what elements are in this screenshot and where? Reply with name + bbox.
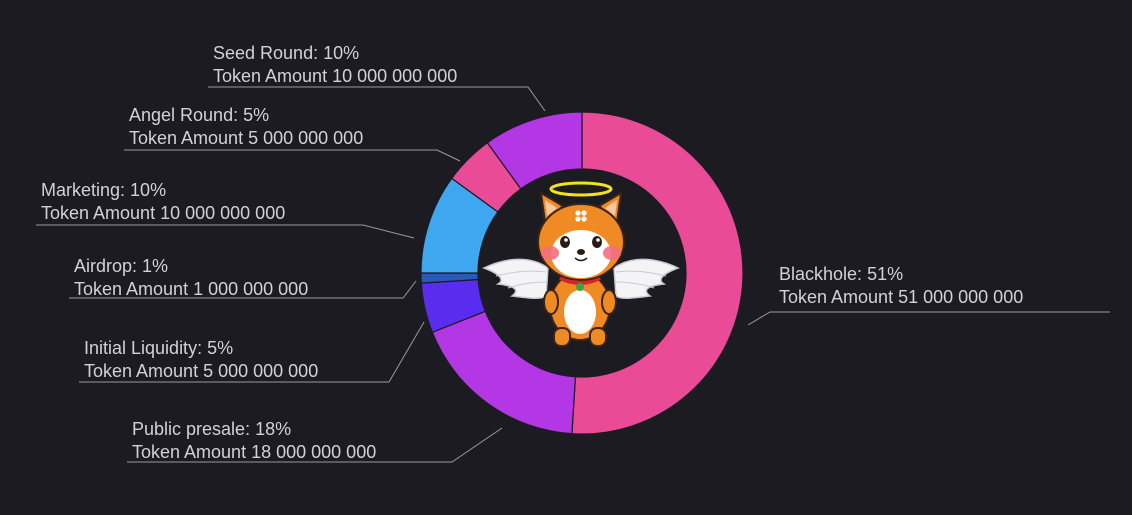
slice-title: Angel Round: 5%: [129, 105, 270, 125]
amount-label: Token Amount: [84, 361, 199, 381]
amount-value: 18 000 000 000: [251, 442, 377, 462]
slice-percent: 10%: [130, 180, 167, 200]
slice-title: Initial Liquidity: 5%: [84, 338, 234, 358]
callout-line-public-presale: [127, 427, 503, 463]
slice-amount: Token Amount 51 000 000 000: [779, 286, 1023, 309]
slice-percent: 5%: [207, 338, 234, 358]
angel-shiba-mascot-icon: [482, 181, 680, 347]
amount-label: Token Amount: [779, 287, 894, 307]
amount-label: Token Amount: [213, 66, 328, 86]
amount-label: Token Amount: [132, 442, 247, 462]
slice-name: Marketing: [41, 180, 121, 200]
slice-amount: Token Amount 10 000 000 000: [41, 202, 285, 225]
slice-name: Blackhole: [779, 264, 858, 284]
slice-amount: Token Amount 5 000 000 000: [84, 360, 318, 383]
slice-name: Angel Round: [129, 105, 234, 125]
slice-amount: Token Amount 18 000 000 000: [132, 441, 376, 464]
amount-label: Token Amount: [41, 203, 156, 223]
amount-value: 1 000 000 000: [193, 279, 309, 299]
callout-line-seed-round: [208, 86, 546, 112]
slice-title: Seed Round: 10%: [213, 43, 360, 63]
amount-label: Token Amount: [74, 279, 189, 299]
slice-title: Marketing: 10%: [41, 180, 167, 200]
slices: [420, 111, 744, 435]
amount-label: Token Amount: [129, 128, 244, 148]
amount-value: 10 000 000 000: [332, 66, 458, 86]
amount-value: 51 000 000 000: [898, 287, 1024, 307]
slice-title: Airdrop: 1%: [74, 256, 169, 276]
slice-name: Public presale: [132, 419, 246, 439]
callout-line-angel-round: [124, 149, 461, 162]
slice-percent: 1%: [142, 256, 169, 276]
slice-percent: 51%: [867, 264, 904, 284]
slice-amount: Token Amount 5 000 000 000: [129, 127, 363, 150]
slice-seed-round: [486, 111, 583, 190]
callout-line-marketing: [36, 224, 415, 239]
slice-amount: Token Amount 1 000 000 000: [74, 278, 308, 301]
slice-name: Airdrop: [74, 256, 133, 276]
label-marketing: Marketing: 10% Token Amount 10 000 000 0…: [41, 179, 285, 225]
slice-percent: 10%: [323, 43, 360, 63]
callout-line-airdrop: [69, 280, 417, 299]
label-blackhole: Blackhole: 51% Token Amount 51 000 000 0…: [779, 263, 1023, 309]
slice-percent: 5%: [243, 105, 270, 125]
slice-public-presale: [431, 310, 577, 435]
slice-name: Initial Liquidity: [84, 338, 198, 358]
amount-value: 5 000 000 000: [203, 361, 319, 381]
label-angel-round: Angel Round: 5% Token Amount 5 000 000 0…: [129, 104, 363, 150]
slice-title: Blackhole: 51%: [779, 264, 904, 284]
slice-name: Seed Round: [213, 43, 314, 63]
slice-percent: 18%: [255, 419, 292, 439]
callout-line-initial-liquidity: [79, 321, 425, 383]
callout-line-blackhole: [747, 311, 1110, 326]
label-airdrop: Airdrop: 1% Token Amount 1 000 000 000: [74, 255, 308, 301]
amount-value: 5 000 000 000: [248, 128, 364, 148]
slice-amount: Token Amount 10 000 000 000: [213, 65, 457, 88]
slice-title: Public presale: 18%: [132, 419, 292, 439]
label-initial-liquidity: Initial Liquidity: 5% Token Amount 5 000…: [84, 337, 318, 383]
label-seed-round: Seed Round: 10% Token Amount 10 000 000 …: [213, 42, 457, 88]
slice-blackhole: [571, 111, 744, 435]
amount-value: 10 000 000 000: [160, 203, 286, 223]
callout-lines: [36, 86, 1110, 463]
label-public-presale: Public presale: 18% Token Amount 18 000 …: [132, 418, 376, 464]
